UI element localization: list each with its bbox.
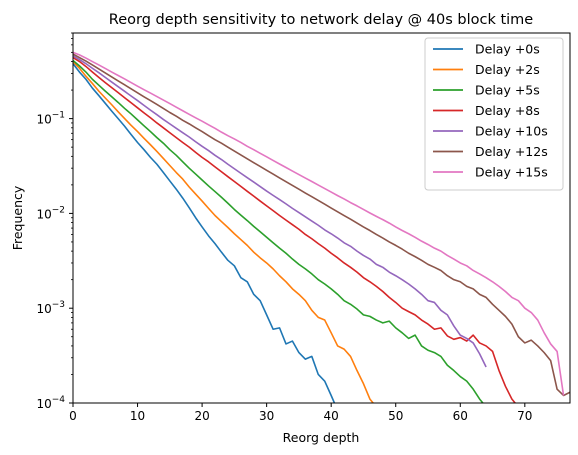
x-axis-label: Reorg depth	[283, 430, 360, 445]
series-line-4	[73, 56, 516, 403]
series-line-6	[73, 53, 570, 397]
x-tick-label: 50	[388, 409, 403, 423]
legend-label: Delay +2s	[475, 62, 540, 77]
series-line-1	[73, 63, 336, 403]
y-axis-label: Frequency	[10, 185, 25, 250]
plot-frame	[72, 32, 571, 404]
x-tick-label: 10	[130, 409, 145, 423]
x-tick-label: 60	[453, 409, 468, 423]
legend-label: Delay +15s	[475, 165, 548, 180]
chart-title: Reorg depth sensitivity to network delay…	[109, 12, 534, 28]
x-tick-label: 0	[69, 409, 77, 423]
series-layer	[73, 51, 570, 403]
legend-label: Delay +10s	[475, 124, 548, 139]
x-tick-label: 70	[517, 409, 532, 423]
series-line-5	[73, 55, 487, 368]
legend: Delay +0s Delay +2s Delay +5s Delay +8s Dela…	[424, 37, 564, 191]
legend-label: Delay +5s	[475, 83, 540, 98]
y-tick-label: 10−2	[36, 205, 65, 221]
y-tick-label: 10−1	[36, 111, 65, 127]
legend-label: Delay +8s	[475, 103, 540, 118]
y-tick-label: 10−4	[36, 395, 65, 411]
series-line-7	[73, 51, 565, 396]
y-tick-label: 10−3	[36, 300, 65, 316]
x-tick-label: 40	[324, 409, 339, 423]
series-line-2	[73, 60, 374, 403]
x-axis: 0 10 20 30 40 50 60 70	[69, 403, 532, 423]
series-line-3	[73, 59, 484, 403]
legend-label: Delay +12s	[475, 144, 548, 159]
legend-label: Delay +0s	[475, 42, 540, 57]
y-axis: 10−4 10−3 10−2 10−1	[36, 32, 73, 411]
x-tick-label: 30	[259, 409, 274, 423]
x-tick-label: 20	[194, 409, 209, 423]
